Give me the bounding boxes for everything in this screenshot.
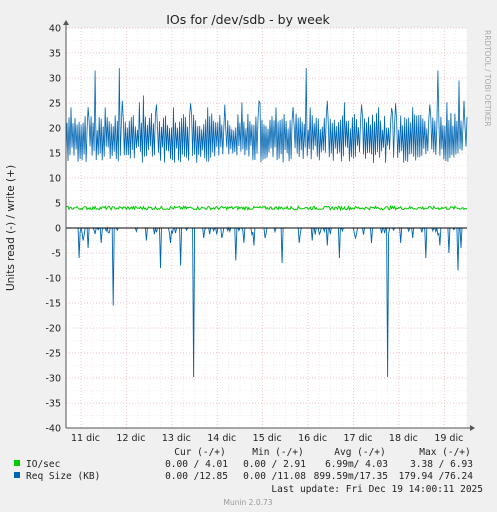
y-tick-label: 20 [49,124,61,135]
y-tick-label: 10 [49,174,61,185]
legend-header: Max (-/+) [419,447,470,458]
legend-value: 3.38 / 6.93 [410,459,473,470]
legend-swatch [14,460,20,466]
legend-header: Cur (-/+) [174,447,225,458]
legend: Cur (-/+) Min (-/+) Avg (-/+) Max (-/+) IO/s… [14,447,473,482]
y-tick-label: -40 [45,424,61,435]
y-tick-label: -25 [45,349,61,360]
last-update: Last update: Fri Dec 19 14:00:11 2025 [271,484,483,495]
y-tick-label: -15 [45,299,61,310]
series-req-size-write-line [65,67,468,164]
x-tick-label: 13 dic [162,433,191,444]
legend-value: 179.94 /76.24 [399,471,474,482]
legend-value: 0.00 / 4.01 [165,459,228,470]
legend-header: Min (-/+) [252,447,303,458]
x-tick-label: 14 dic [207,433,236,444]
munin-footer: Munin 2.0.73 [223,498,272,507]
y-tick-label: -10 [45,274,61,285]
y-tick-label: 30 [49,74,61,85]
y-tick-label: 40 [49,24,61,35]
y-tick-label: -35 [45,399,61,410]
y-axis-label: Units read (-) / write (+) [5,165,17,291]
legend-swatch [14,472,20,478]
y-tick-label: 0 [55,224,61,235]
y-tick-label: 15 [49,149,61,160]
plot-area: 40 35 30 25 20 15 10 5 0 -5 -10 -15 -20 -25 -30 -35 -40 1… [45,20,475,444]
y-tick-label: 25 [49,99,61,110]
y-tick-label: -20 [45,324,61,335]
x-tick-label: 12 dic [116,433,145,444]
y-tick-label: 5 [55,199,61,210]
y-axis-arrow-icon [63,20,69,25]
legend-value: 0.00 /11.08 [243,471,306,482]
x-axis-arrow-icon [470,425,475,431]
x-tick-label: 16 dic [298,433,327,444]
legend-series-name: IO/sec [26,459,60,470]
legend-value: 0.00 /12.85 [165,471,228,482]
chart-watermark: RRDTOOL / TOBI OETIKER [483,30,492,127]
x-tick-label: 17 dic [344,433,373,444]
x-tick-label: 19 dic [434,433,463,444]
legend-value: 0.00 / 2.91 [243,459,306,470]
y-tick-label: -30 [45,374,61,385]
x-tick-label: 11 dic [71,433,100,444]
chart-title: IOs for /dev/sdb - by week [166,12,330,27]
legend-value: 6.99m/ 4.03 [325,459,388,470]
y-tick-label: -5 [52,249,61,260]
x-tick-label: 18 dic [389,433,418,444]
x-tick-label: 15 dic [253,433,282,444]
series-io-sec-write-line [65,204,468,212]
legend-series-name: Req Size (KB) [26,471,100,482]
legend-header: Avg (-/+) [334,447,385,458]
legend-value: 899.59m/17.35 [314,471,388,482]
y-tick-label: 35 [49,49,61,60]
